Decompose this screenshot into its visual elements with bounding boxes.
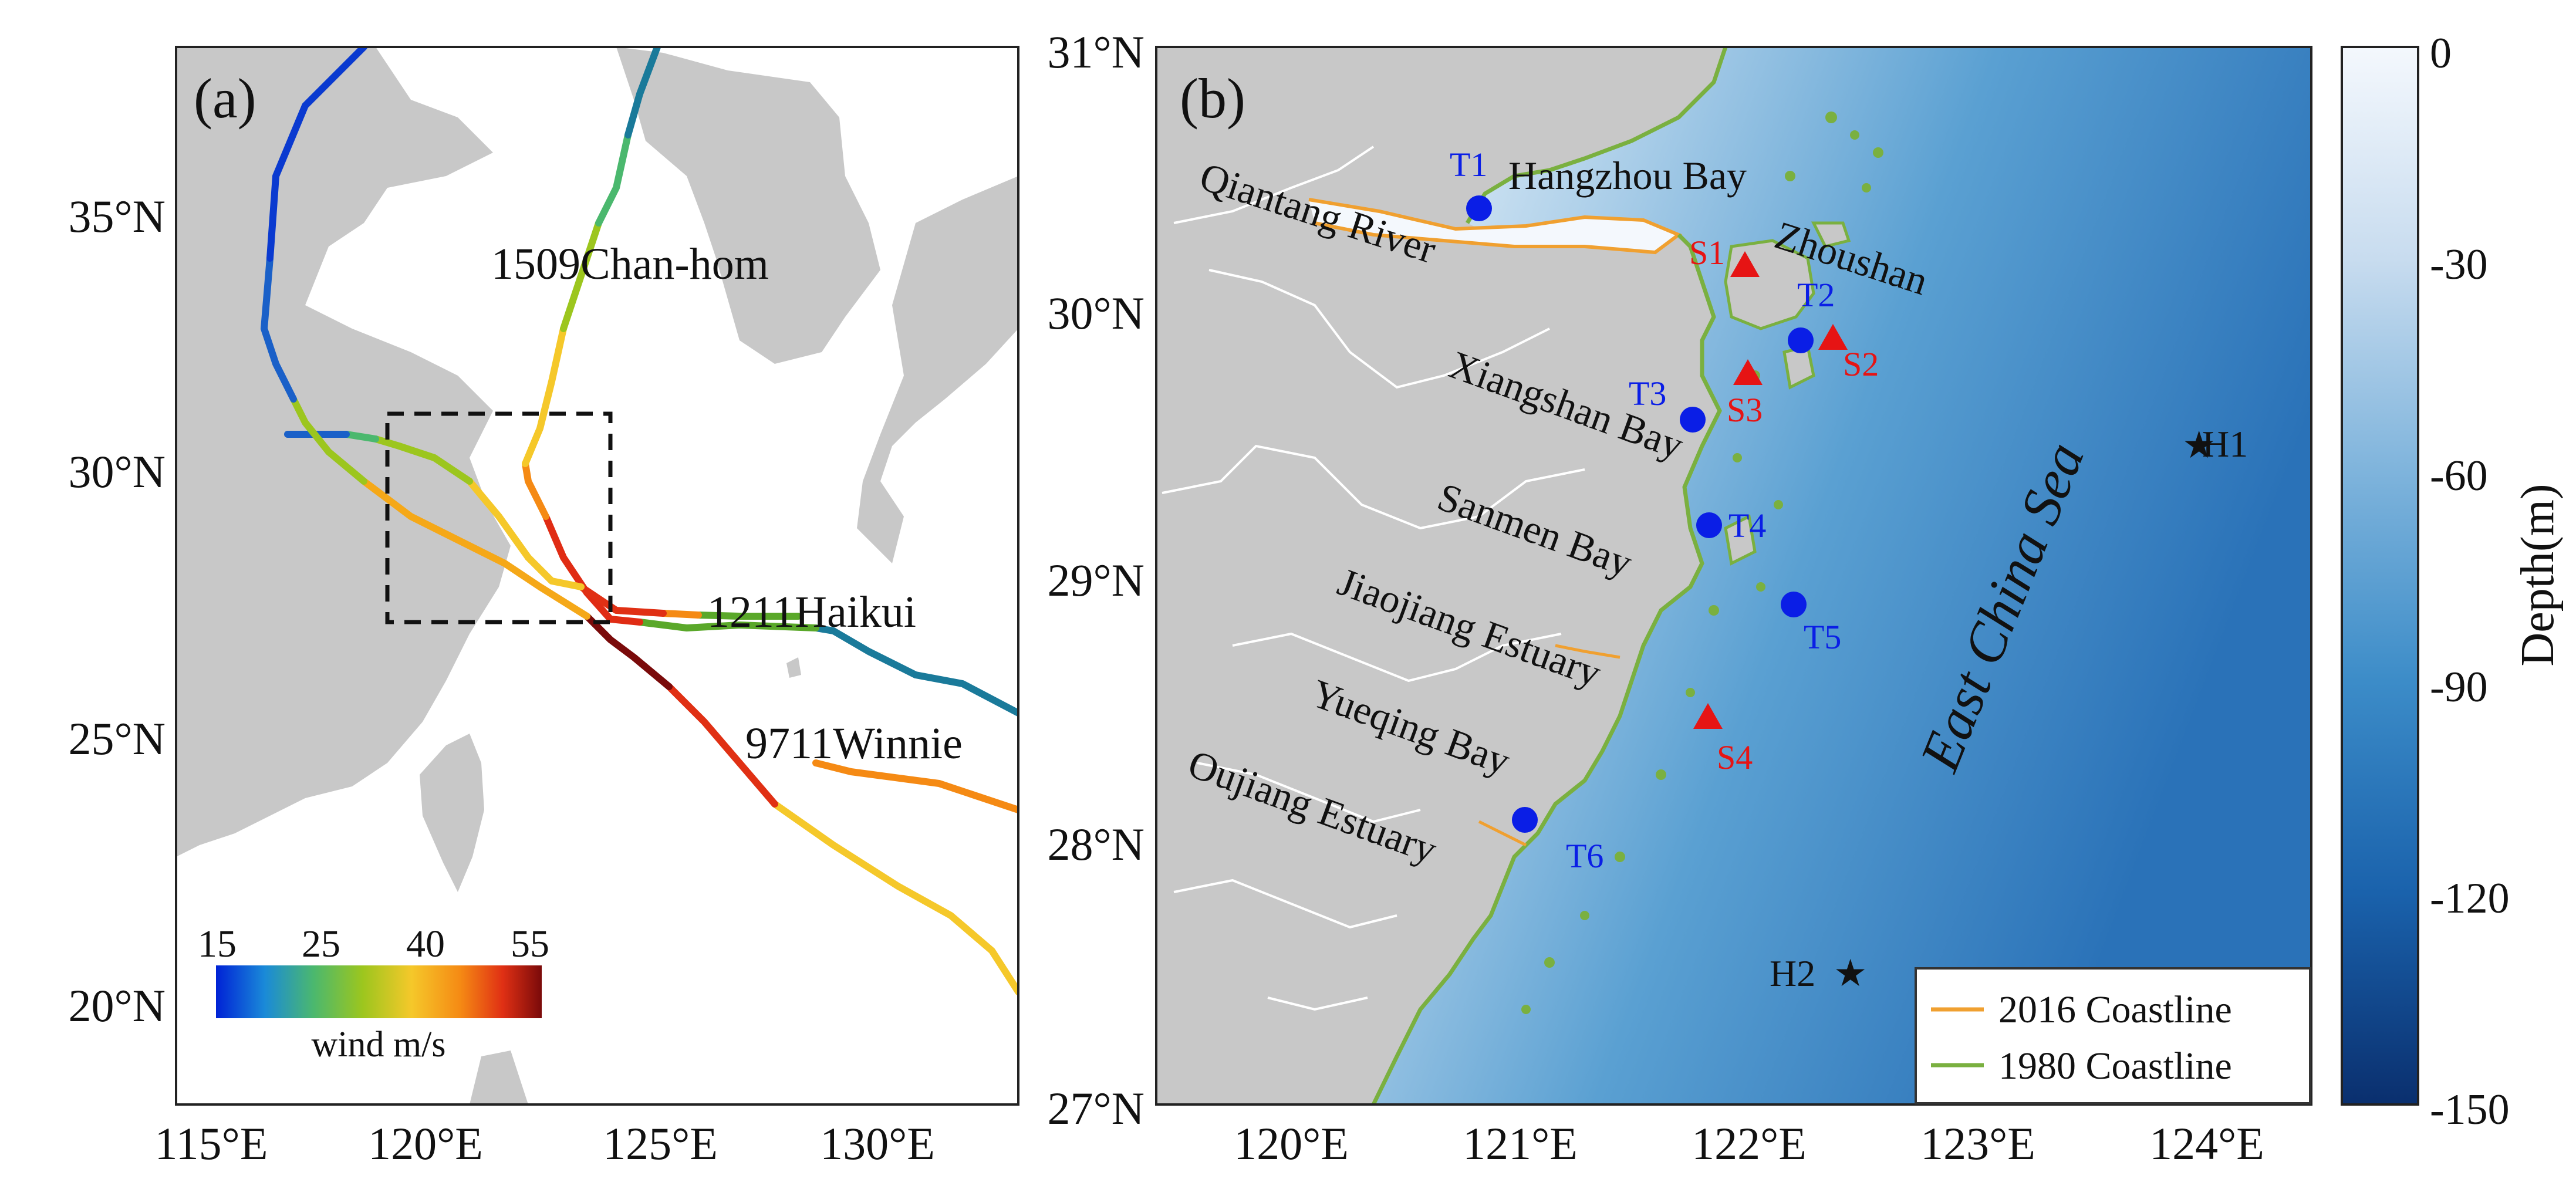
tide-station-label: T4	[1728, 506, 1766, 545]
surge-station-label: S3	[1727, 391, 1763, 429]
surge-station-marker	[1818, 324, 1848, 350]
tide-station-marker	[1680, 407, 1706, 433]
lon-tick-121: 121°E	[1463, 1118, 1578, 1169]
panel-a-lat-ticks: 35°N 30°N 25°N 20°N	[68, 191, 166, 1031]
tide-stations: T1 T2 T3 T4 T5 T6	[1450, 146, 1841, 875]
wind-colorbar: 15 25 40 55 wind m/s	[198, 923, 549, 1065]
lon-tick-120: 120°E	[368, 1118, 483, 1169]
admin-boundaries	[1162, 146, 1585, 1011]
depth-tick-0: 0	[2430, 29, 2452, 77]
tide-station-label: T6	[1566, 837, 1603, 875]
track-1211-haikui	[284, 431, 802, 620]
tide-station-label: T3	[1629, 374, 1666, 413]
study-area-box	[385, 411, 613, 624]
lon-tick-130: 130°E	[820, 1118, 935, 1169]
wind-colorbar-gradient	[216, 965, 542, 1018]
legend-box	[1915, 967, 2311, 1104]
lon-tick-124: 124°E	[2149, 1118, 2264, 1169]
lon-tick-125: 125°E	[603, 1118, 718, 1169]
depth-tick-90: -90	[2430, 663, 2488, 711]
panel-a-label: (a)	[194, 67, 256, 130]
depth-colorbar-gradient	[2341, 46, 2419, 1106]
panel-a-lon-ticks: 115°E 120°E 125°E 130°E	[155, 1118, 935, 1169]
lat-tick-31: 31°N	[1047, 26, 1144, 77]
star-icon: ★	[1834, 952, 1867, 994]
star-icon: ★	[2182, 424, 2216, 466]
surge-stations: S1 S2 S3 S4	[1689, 234, 1879, 776]
panel-a-map: 1509Chan-hom 1211Haikui 9711Winnie (a) 1…	[68, 46, 1019, 1169]
lat-tick-29: 29°N	[1047, 555, 1144, 606]
panel-b-map: (b) Hangzhou Bay Qiantang River Zhoushan…	[1047, 26, 2312, 1169]
surge-station-label: S4	[1717, 738, 1753, 776]
depth-tick-30: -30	[2430, 241, 2488, 289]
panel-b-lat-ticks: 31°N 30°N 29°N 28°N 27°N	[1047, 26, 1144, 1134]
panel-a-land	[176, 47, 1018, 1104]
boundary-point-label: H2	[1770, 952, 1815, 994]
lat-tick-20: 20°N	[68, 980, 166, 1031]
lat-tick-30: 30°N	[1047, 288, 1144, 339]
wind-tick-55: 55	[511, 923, 549, 965]
tide-station-marker	[1696, 512, 1722, 538]
tide-station-marker	[1466, 195, 1492, 221]
legend-label-2016: 2016 Coastline	[1998, 988, 2232, 1031]
wind-tick-15: 15	[198, 923, 237, 965]
lat-tick-27: 27°N	[1047, 1083, 1144, 1134]
lon-tick-115: 115°E	[155, 1118, 268, 1169]
lat-tick-28: 28°N	[1047, 819, 1144, 870]
surge-station-label: S2	[1843, 345, 1879, 383]
legend-label-1980: 1980 Coastline	[1998, 1045, 2232, 1087]
depth-colorbar: 0 -30 -60 -90 -120 -150 Depth(m)	[2341, 29, 2564, 1134]
boundary-points: ★ H1 ★ H2	[1770, 423, 2248, 994]
small-islands	[1521, 112, 1883, 1014]
coastline-1980	[1371, 47, 1728, 1104]
tide-station-label: T1	[1450, 146, 1487, 184]
tide-station-marker	[1781, 592, 1807, 617]
label-hangzhou-bay: Hangzhou Bay	[1508, 153, 1747, 198]
panel-b-label: (b)	[1180, 67, 1245, 130]
label-chan-hom: 1509Chan-hom	[491, 239, 769, 289]
mainland	[1156, 47, 1726, 1104]
tide-station-label: T5	[1804, 618, 1841, 656]
wind-colorbar-label: wind m/s	[311, 1025, 445, 1065]
hangzhou-bay-water	[1309, 200, 1679, 252]
wind-tick-25: 25	[302, 923, 340, 965]
lon-tick-123: 123°E	[1920, 1118, 2035, 1169]
tide-station-marker	[1788, 327, 1814, 353]
lat-tick-30: 30°N	[68, 446, 166, 497]
label-winnie: 9711Winnie	[745, 719, 963, 768]
wind-tick-40: 40	[406, 923, 445, 965]
tide-station-label: T2	[1797, 276, 1835, 314]
track-9711-winnie	[261, 47, 1018, 995]
surge-station-marker	[1733, 359, 1763, 385]
surge-station-marker	[1730, 251, 1760, 277]
depth-tick-150: -150	[2430, 1086, 2510, 1134]
depth-tick-120: -120	[2430, 874, 2510, 923]
depth-colorbar-label: Depth(m)	[2512, 484, 2564, 666]
panel-b-lon-ticks: 120°E 121°E 122°E 123°E 124°E	[1234, 1118, 2264, 1169]
surge-station-label: S1	[1689, 234, 1725, 272]
track-extension	[812, 759, 1018, 813]
lon-tick-122: 122°E	[1692, 1118, 1807, 1169]
lat-tick-35: 35°N	[68, 191, 166, 242]
surge-station-marker	[1693, 703, 1723, 729]
label-haikui: 1211Haikui	[707, 587, 916, 637]
panel-a-frame	[175, 46, 1019, 1106]
coastline-legend: 2016 Coastline 1980 Coastline	[1915, 967, 2311, 1104]
depth-tick-60: -60	[2430, 452, 2488, 500]
lat-tick-25: 25°N	[68, 713, 166, 764]
panel-b-frame	[1155, 46, 2312, 1106]
lon-tick-120: 120°E	[1234, 1118, 1349, 1169]
boundary-point-label: H1	[2202, 423, 2248, 465]
tide-station-marker	[1512, 807, 1538, 833]
